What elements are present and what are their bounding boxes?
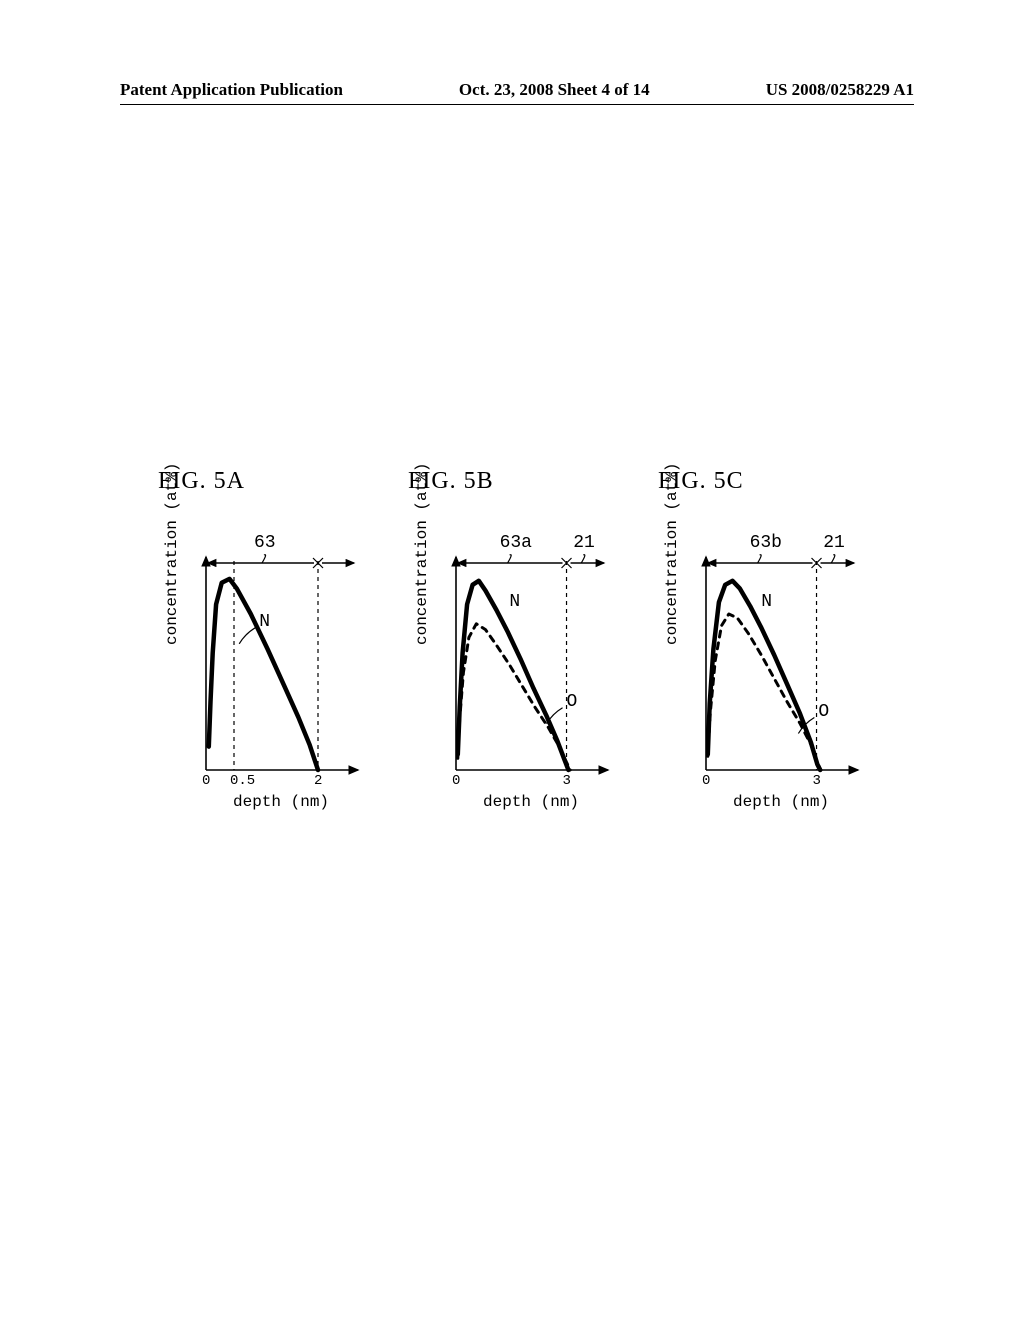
callout-label: 63 (254, 533, 276, 553)
figure-box: FIG. 5Bconcentration (at%)depth (nm)63a2… (408, 468, 628, 805)
x-axis-label: depth (nm) (233, 793, 329, 811)
plot-area: concentration (at%)depth (nm)63b21NO03 (678, 535, 868, 805)
figure-box: FIG. 5Aconcentration (at%)depth (nm)63N0… (158, 468, 378, 805)
callout-label: 21 (823, 533, 845, 553)
x-tick-label: 0 (702, 773, 710, 789)
figure-box: FIG. 5Cconcentration (at%)depth (nm)63b2… (658, 468, 878, 805)
series-label-leader (239, 628, 255, 644)
plot-area: concentration (at%)depth (nm)63a21NO03 (428, 535, 618, 805)
callout-label: 21 (573, 533, 595, 553)
figure-title: FIG. 5A (158, 468, 378, 495)
series-label-O: O (818, 702, 829, 722)
header-right: US 2008/0258229 A1 (766, 80, 914, 100)
figure-title: FIG. 5C (658, 468, 878, 495)
callout-label: 63a (500, 533, 532, 553)
y-axis-label: concentration (at%) (413, 463, 431, 645)
x-tick-label: 0 (452, 773, 460, 789)
figure-title: FIG. 5B (408, 468, 628, 495)
chart-svg (428, 535, 618, 805)
x-tick-label: 3 (563, 773, 571, 789)
x-axis-label: depth (nm) (733, 793, 829, 811)
chart-svg (178, 535, 368, 805)
y-axis-label: concentration (at%) (163, 463, 181, 645)
series-label-N: N (761, 592, 772, 612)
plot-area: concentration (at%)depth (nm)63N00.52 (178, 535, 368, 805)
series-label-O: O (567, 692, 578, 712)
figures-row: FIG. 5Aconcentration (at%)depth (nm)63N0… (158, 468, 878, 805)
header-left: Patent Application Publication (120, 80, 343, 100)
x-tick-label: 3 (813, 773, 821, 789)
header-rule (120, 104, 914, 105)
callout-leader (831, 555, 835, 563)
y-axis-label: concentration (at%) (663, 463, 681, 645)
x-tick-label: 2 (314, 773, 322, 789)
callout-leader (262, 555, 266, 563)
page-header: Patent Application Publication Oct. 23, … (0, 80, 1024, 100)
callout-leader (508, 555, 512, 563)
x-axis-label: depth (nm) (483, 793, 579, 811)
series-label-N: N (259, 612, 270, 632)
callout-leader (581, 555, 585, 563)
callout-label: 63b (750, 533, 782, 553)
series-N (209, 579, 318, 770)
header-middle: Oct. 23, 2008 Sheet 4 of 14 (459, 80, 650, 100)
x-tick-label: 0.5 (230, 773, 255, 789)
chart-svg (678, 535, 868, 805)
x-tick-label: 0 (202, 773, 210, 789)
series-label-N: N (509, 592, 520, 612)
callout-leader (758, 555, 762, 563)
